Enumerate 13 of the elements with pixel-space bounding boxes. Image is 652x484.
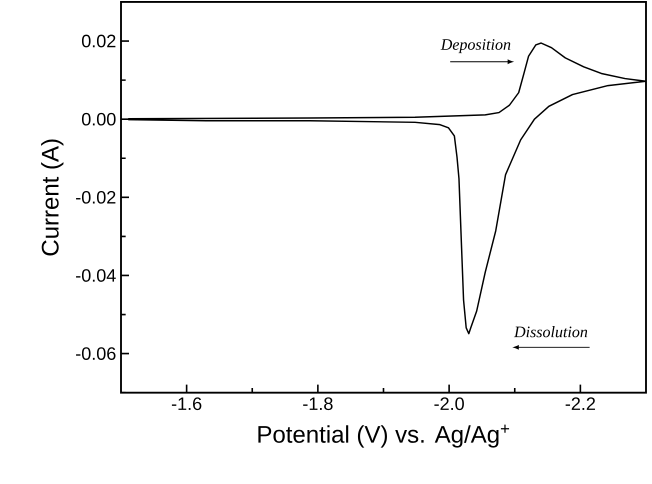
y-tick-label: -0.06 [76,347,116,360]
y-tick-label: -0.02 [76,190,116,204]
x-tick-label: -2.2 [566,397,595,410]
x-tick-label: -1.6 [172,397,202,410]
y-axis-title: Current (A) [41,140,64,256]
x-axis-title: Potential (V) vs. Ag/Ag$^{+}$ [258,424,510,448]
y-tick-label: -0.04 [76,269,116,282]
annotation: Dissolution [514,326,588,338]
x-tick-label: -1.8 [303,397,333,410]
y-tick-label: 0.00 [82,112,116,126]
annotation: Deposition [440,39,510,54]
y-tick-label: 0.02 [82,34,116,48]
x-tick-label: -2.0 [434,397,464,410]
